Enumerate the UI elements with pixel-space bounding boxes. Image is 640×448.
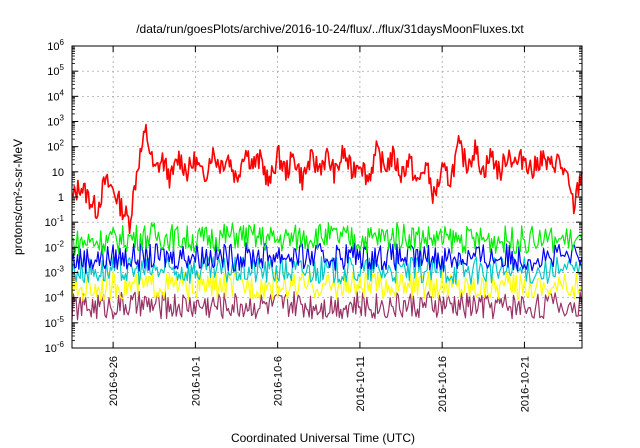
y-tick-exponent: 5 <box>60 63 65 72</box>
y-tick-exponent: -1 <box>57 214 65 223</box>
y-tick-exponent: 3 <box>60 114 65 123</box>
y-tick-base: 10 <box>45 318 57 330</box>
y-tick-exponent: -2 <box>57 239 65 248</box>
y-tick-base: 10 <box>47 66 59 78</box>
series-line-5 <box>71 291 583 321</box>
y-tick-label: 10-6 <box>45 340 65 355</box>
y-tick-exponent: 2 <box>60 139 65 148</box>
y-tick-base: 10 <box>47 41 59 53</box>
y-tick-base: 10 <box>47 117 59 129</box>
y-tick-base: 10 <box>45 242 57 254</box>
y-tick-exponent: 4 <box>60 88 65 97</box>
y-tick-base: 10 <box>52 167 64 179</box>
y-tick-exponent: -6 <box>57 340 65 349</box>
x-tick-label: 2016-10-1 <box>190 356 202 406</box>
y-tick-exponent: -5 <box>57 315 65 324</box>
x-tick-label: 2016-10-11 <box>355 356 367 411</box>
chart-title: /data/run/goesPlots/archive/2016-10-24/f… <box>136 22 524 36</box>
y-tick-base: 10 <box>45 343 57 355</box>
y-tick-label: 10-2 <box>45 239 65 254</box>
y-tick-base: 1 <box>58 192 64 204</box>
axis-ticks: 2016-9-26 2016-10-1 2016-10-6 2016-10-11 201… <box>45 38 582 412</box>
y-tick-exponent: -3 <box>57 265 65 274</box>
y-tick-label: 1 <box>58 192 64 204</box>
y-tick-label: 10 <box>52 167 64 179</box>
y-tick-base: 10 <box>45 293 57 305</box>
y-tick-label: 102 <box>47 139 64 154</box>
y-tick-base: 10 <box>47 142 59 154</box>
x-tick-label: 2016-10-21 <box>519 356 531 412</box>
y-tick-label: 10-3 <box>45 265 65 280</box>
y-tick-label: 10-1 <box>45 214 65 229</box>
y-tick-label: 103 <box>47 114 64 129</box>
series-line-0 <box>71 123 583 235</box>
x-axis-label: Coordinated Universal Time (UTC) <box>231 431 415 445</box>
x-tick-label: 2016-10-6 <box>273 356 285 406</box>
series-line-4 <box>71 271 583 302</box>
y-tick-label: 10-5 <box>45 315 65 330</box>
data-series <box>71 123 583 321</box>
y-tick-label: 104 <box>47 88 64 103</box>
y-tick-exponent: 6 <box>60 38 65 47</box>
y-tick-label: 10-4 <box>45 290 65 305</box>
series-line-3 <box>71 256 583 285</box>
series-line-1 <box>71 222 583 257</box>
y-tick-base: 10 <box>45 217 57 229</box>
series-line-2 <box>71 241 583 274</box>
y-axis-label: protons/cm²-s-sr-MeV <box>11 139 25 255</box>
y-tick-label: 106 <box>47 38 64 53</box>
x-tick-label: 2016-10-16 <box>437 356 449 412</box>
y-tick-base: 10 <box>47 91 59 103</box>
y-tick-base: 10 <box>45 268 57 280</box>
x-tick-label: 2016-9-26 <box>108 356 120 406</box>
y-tick-label: 105 <box>47 63 64 78</box>
y-tick-exponent: -4 <box>57 290 65 299</box>
